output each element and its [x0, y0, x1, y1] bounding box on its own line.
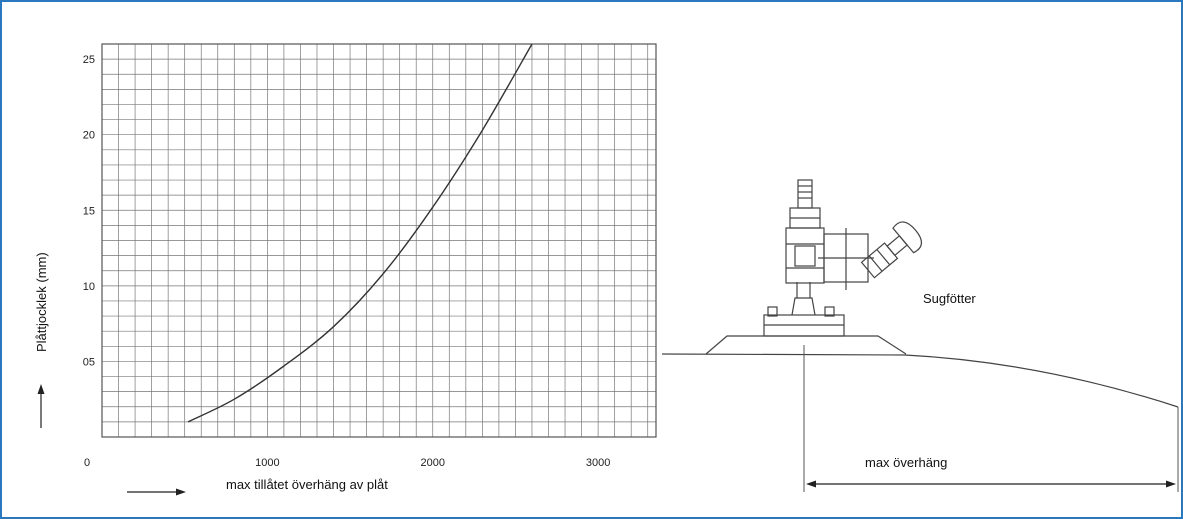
- suction-foot-label: Sugfötter: [923, 291, 976, 306]
- x-tick-label: 1000: [255, 457, 279, 469]
- plate-surface: [661, 353, 1179, 408]
- tick-labels: 0 1000 2000 3000 05 10 15 20 25: [83, 54, 611, 469]
- y-tick-label: 25: [83, 54, 95, 66]
- y-tick-label: 05: [83, 356, 95, 368]
- suction-foot-body: [785, 227, 825, 284]
- suction-foot-base: [705, 335, 907, 355]
- x-tick-label: 0: [84, 457, 90, 469]
- chart-grid: [101, 43, 656, 438]
- overhang-dimension: [806, 480, 1176, 488]
- x-tick-label: 3000: [586, 457, 610, 469]
- plot-border: [101, 43, 657, 438]
- x-tick-label: 2000: [421, 457, 445, 469]
- suction-foot-diagram: [661, 179, 1179, 492]
- overhang-label: max överhäng: [865, 455, 947, 470]
- y-tick-label: 10: [83, 281, 95, 293]
- series-line: [187, 43, 533, 423]
- x-axis-arrow: [127, 488, 186, 496]
- y-axis-arrow: [37, 384, 45, 428]
- y-tick-label: 20: [83, 130, 95, 142]
- y-axis-label: Plåttjocklek (mm): [34, 252, 49, 352]
- x-axis-label: max tillåtet överhäng av plåt: [226, 477, 388, 492]
- y-tick-label: 15: [83, 205, 95, 217]
